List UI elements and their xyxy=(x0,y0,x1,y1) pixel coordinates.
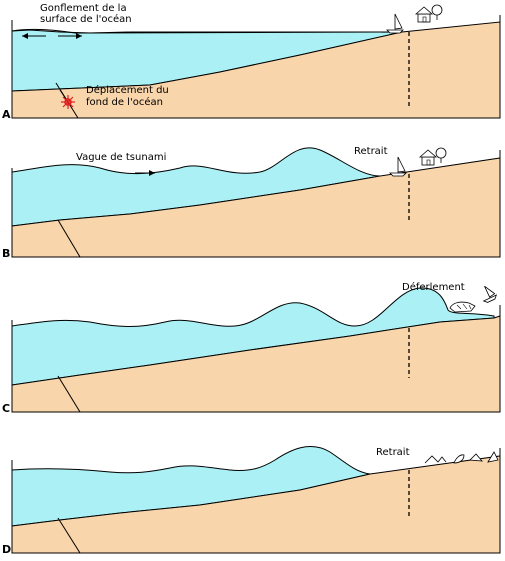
arrow-right-icon xyxy=(76,33,82,39)
panel-a-seafloor-label-2: fond de l'océan xyxy=(86,96,163,108)
panel-a-letter: A xyxy=(2,108,11,121)
debris-icon xyxy=(449,301,476,313)
house-icon xyxy=(418,149,438,166)
panel-a-surface-label-2: surface de l'océan xyxy=(40,13,132,25)
panel-d-ocean xyxy=(11,446,371,527)
panel-b-wave-label: Vague de tsunami xyxy=(76,152,166,163)
panel-d-retreat-label: Retrait xyxy=(376,447,410,458)
panel-b-retreat-label: Retrait xyxy=(354,146,388,157)
tree-icon xyxy=(435,147,447,163)
earthquake-burst-icon xyxy=(61,95,75,109)
panel-c-ocean xyxy=(11,287,495,386)
tree-icon xyxy=(431,4,443,20)
panel-a-surface-label-1: Gonflement de la xyxy=(40,3,127,14)
panel-c-fault-line xyxy=(57,375,81,413)
panel-b: Vague de tsunami Retrait B xyxy=(2,146,501,260)
panel-b-letter: B xyxy=(2,247,10,260)
sailboat-icon xyxy=(386,13,404,34)
panel-d-letter: D xyxy=(2,543,11,556)
sailboat-icon xyxy=(389,156,407,177)
panel-a-seafloor-label-1: Déplacement du xyxy=(86,84,169,96)
panel-b-ocean xyxy=(11,147,381,227)
panel-a-fault-arrow xyxy=(59,89,67,100)
arrow-left-icon xyxy=(22,33,28,39)
panel-d: Retrait D xyxy=(2,446,501,556)
panel-d-fault-line xyxy=(57,517,81,554)
panel-b-land xyxy=(11,157,501,258)
panel-c-breaking-label: Déferlement xyxy=(402,281,465,293)
panel-a-surface-bulge xyxy=(11,28,403,34)
panel-d-land xyxy=(11,455,501,554)
panel-c: Déferlement C xyxy=(2,281,501,415)
panel-c-land xyxy=(11,315,501,413)
sailboat-icon xyxy=(482,285,498,303)
panel-b-fault-line xyxy=(57,219,81,258)
house-icon xyxy=(414,6,434,23)
arrow-right-icon xyxy=(149,170,155,176)
panel-c-letter: C xyxy=(2,402,10,415)
panel-a: Gonflement de la surface de l'océan Dépl… xyxy=(2,3,501,121)
debris-icon xyxy=(424,451,499,464)
